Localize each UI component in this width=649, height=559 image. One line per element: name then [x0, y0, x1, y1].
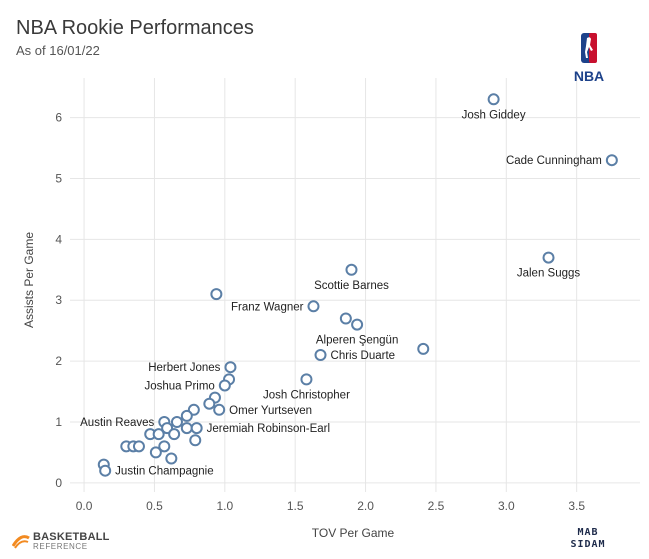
data-point — [190, 422, 203, 435]
x-tick-label: 1.0 — [216, 499, 233, 513]
y-tick-label: 6 — [55, 111, 62, 125]
data-point — [314, 349, 327, 362]
x-tick-label: 1.5 — [287, 499, 304, 513]
data-point — [152, 428, 165, 441]
player-label: Josh Christopher — [263, 389, 350, 401]
bbref-subname: REFERENCE — [33, 542, 88, 551]
basketball-reference-logo: BASKETBALL REFERENCE — [12, 531, 110, 551]
player-label: Jalen Suggs — [517, 268, 581, 280]
author-logo: MAB SIDAM — [566, 527, 610, 551]
data-point — [168, 428, 181, 441]
author-line-1: MAB — [577, 527, 599, 538]
y-axis-label: Assists Per Game — [22, 232, 36, 328]
data-point — [165, 452, 178, 465]
player-label: Jeremiah Robinson-Earl — [207, 423, 330, 435]
data-point — [339, 312, 352, 325]
data-point — [218, 379, 231, 392]
player-label: Alperen Şengün — [316, 335, 398, 347]
x-axis-ticks: 0.0 0.5 1.0 1.5 2.0 2.5 3.0 3.5 — [76, 499, 586, 513]
data-point — [180, 409, 193, 422]
x-tick-label: 2.0 — [357, 499, 374, 513]
data-point — [180, 422, 193, 435]
x-tick-label: 0.0 — [76, 499, 93, 513]
nba-silhouette-icon — [585, 37, 593, 58]
bbref-name: BASKETBALL — [33, 531, 110, 543]
player-label: Herbert Jones — [148, 362, 220, 374]
chart-subtitle: As of 16/01/22 — [16, 43, 100, 58]
nba-logo-text: NBA — [574, 68, 604, 84]
data-point — [149, 446, 162, 459]
y-tick-label: 2 — [55, 354, 62, 368]
data-points — [97, 93, 618, 477]
data-point — [345, 263, 358, 276]
y-tick-label: 0 — [55, 476, 62, 490]
y-tick-label: 4 — [55, 232, 62, 246]
player-label: Chris Duarte — [331, 350, 396, 362]
x-tick-label: 3.0 — [498, 499, 515, 513]
data-point — [487, 93, 500, 106]
player-label: Scottie Barnes — [314, 280, 389, 292]
player-label: Josh Giddey — [462, 109, 526, 121]
data-point — [417, 342, 430, 355]
data-point — [189, 434, 202, 447]
player-label: Joshua Primo — [145, 380, 215, 392]
author-line-2: SIDAM — [570, 539, 606, 550]
x-axis-label: TOV Per Game — [312, 526, 395, 540]
x-tick-label: 2.5 — [428, 499, 445, 513]
basketball-icon — [12, 535, 30, 549]
chart-title: NBA Rookie Performances — [16, 17, 254, 39]
data-point — [99, 464, 112, 477]
data-point — [210, 288, 223, 301]
data-point — [158, 440, 171, 453]
player-label: Cade Cunningham — [506, 155, 602, 167]
y-tick-label: 5 — [55, 171, 62, 185]
y-axis-ticks: 0 1 2 3 4 5 6 — [55, 111, 62, 490]
data-point — [203, 397, 216, 410]
data-point — [605, 154, 618, 167]
y-tick-label: 1 — [55, 415, 62, 429]
data-point — [170, 415, 183, 428]
data-point — [351, 318, 364, 331]
y-tick-label: 3 — [55, 293, 62, 307]
x-tick-label: 0.5 — [146, 499, 163, 513]
nba-logo: NBA — [574, 33, 604, 84]
nba-logo-right-panel — [589, 33, 597, 63]
player-annotations: Josh Giddey Cade Cunningham Jalen Suggs Sco… — [80, 109, 602, 477]
player-label: Austin Reaves — [80, 417, 154, 429]
data-point — [307, 300, 320, 313]
data-point — [300, 373, 313, 386]
player-label: Justin Champagnie — [115, 466, 213, 478]
player-label: Franz Wagner — [231, 301, 304, 313]
data-point — [224, 361, 237, 374]
data-point — [213, 403, 226, 416]
data-point — [132, 440, 145, 453]
player-label: Omer Yurtseven — [229, 405, 312, 417]
x-tick-label: 3.5 — [568, 499, 585, 513]
data-point — [542, 251, 555, 264]
